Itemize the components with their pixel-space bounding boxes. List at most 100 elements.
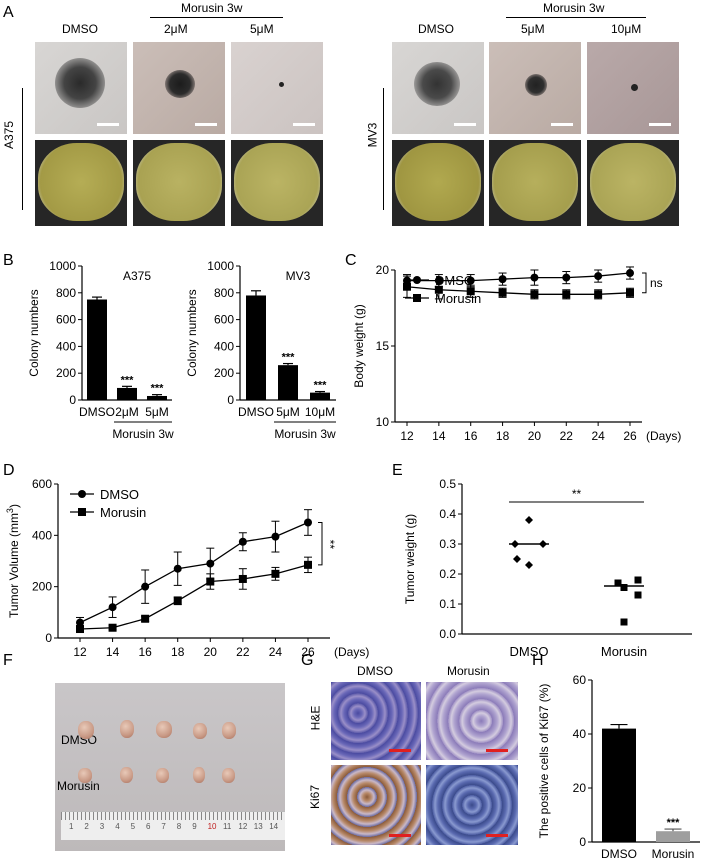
y-axis-label: Tumor Volume (mm3) bbox=[5, 504, 21, 618]
a375-col-dmso-label: DMSO bbox=[62, 22, 98, 36]
significance-label: *** bbox=[667, 817, 681, 829]
point-1 bbox=[141, 614, 150, 623]
y-tick-label: 40 bbox=[573, 727, 587, 741]
ki67-morusin-image bbox=[426, 765, 518, 845]
chart-b-a375: 0 200 400 600 800 1000 DMSO 2μM *** 5μM *** Colony … bbox=[27, 259, 174, 441]
y-tick-label: 15 bbox=[376, 339, 390, 353]
y-tick-label: 400 bbox=[56, 339, 76, 353]
point-dmso bbox=[513, 555, 521, 563]
ruler-number: 11 bbox=[223, 822, 232, 831]
mv3-10um-colony-dish-image bbox=[587, 140, 679, 226]
y-tick-label: 20 bbox=[376, 263, 390, 277]
point-1 bbox=[530, 290, 539, 299]
histo-row-he-label: H&E bbox=[308, 705, 323, 731]
point-0 bbox=[626, 269, 634, 278]
histo-col-dmso-label: DMSO bbox=[357, 664, 393, 678]
point-0 bbox=[304, 518, 312, 527]
point-0 bbox=[271, 532, 280, 541]
x-tick-label: DMSO bbox=[79, 405, 115, 419]
tumor-dmso bbox=[120, 720, 134, 738]
chart-b-mv3: 0 200 400 600 800 1000 DMSO 5μM *** 10μM *** Colony… bbox=[185, 259, 336, 441]
panel-letter-c: C bbox=[345, 252, 357, 269]
mv3-col-10um-label: 10μM bbox=[611, 22, 642, 36]
y-tick-label: 0 bbox=[45, 631, 52, 645]
x-tick-label: 24 bbox=[269, 645, 283, 659]
tumor-dmso bbox=[78, 721, 94, 739]
x-tick-label: 16 bbox=[464, 429, 478, 443]
y-tick-label: 10 bbox=[376, 415, 390, 429]
x-tick-label: 20 bbox=[204, 645, 218, 659]
point-1 bbox=[562, 290, 571, 299]
point-1 bbox=[403, 282, 411, 291]
ruler: 1 2 3 4 5 6 7 8 9 10 11 12 13 14 bbox=[61, 811, 285, 840]
y-tick-label: 0.3 bbox=[439, 537, 456, 551]
tumor-photo: DMSO Morusin 1 2 3 4 5 6 7 8 9 10 11 12 13 14 bbox=[55, 683, 285, 851]
bar-1 bbox=[278, 365, 298, 400]
bar-1 bbox=[656, 831, 690, 842]
legend-label: Morusin bbox=[435, 291, 481, 306]
x-tick-label: Morusin bbox=[601, 644, 647, 659]
significance-label: ** bbox=[323, 540, 337, 550]
point-1 bbox=[206, 577, 215, 586]
a375-5um-colony-dish-image bbox=[231, 140, 323, 226]
mv3-col-dmso-label: DMSO bbox=[418, 22, 454, 36]
significance-bracket bbox=[318, 522, 323, 566]
point-dmso bbox=[511, 540, 519, 548]
y-tick-label: 400 bbox=[214, 339, 234, 353]
legend-marker bbox=[413, 294, 421, 302]
point-1 bbox=[271, 569, 280, 578]
ruler-number: 10 bbox=[207, 822, 217, 831]
series-line-0 bbox=[79, 521, 309, 624]
x-tick-label: 26 bbox=[301, 645, 315, 659]
a375-col-5um-label: 5μM bbox=[250, 22, 274, 36]
y-tick-label: 0 bbox=[227, 393, 234, 407]
tumor-row-morusin-label: Morusin bbox=[57, 779, 100, 793]
panel-letter-d: D bbox=[3, 462, 15, 479]
point-0 bbox=[173, 564, 182, 573]
a375-treatment-label: Morusin 3w bbox=[181, 1, 243, 15]
y-tick-label: 0 bbox=[579, 835, 586, 849]
point-1 bbox=[466, 287, 475, 296]
point-1 bbox=[434, 285, 443, 294]
chart-c-body-weight: 10 15 20 12 14 16 18 20 22 24 26 (Days) DMSO Morusin B… bbox=[352, 263, 681, 443]
y-tick-label: 1000 bbox=[207, 259, 234, 273]
point-1 bbox=[173, 596, 182, 605]
point-dmso bbox=[525, 561, 533, 569]
point-morusin bbox=[614, 579, 622, 587]
y-tick-label: 800 bbox=[56, 286, 76, 300]
legend-label: Morusin bbox=[100, 505, 146, 520]
tumor-row-dmso bbox=[55, 683, 285, 851]
y-tick-label: 600 bbox=[32, 477, 52, 491]
significance-label: *** bbox=[121, 374, 135, 386]
ruler-number: 4 bbox=[115, 822, 120, 831]
point-1 bbox=[238, 574, 247, 583]
y-tick-label: 0.0 bbox=[439, 627, 456, 641]
bar-0 bbox=[246, 295, 266, 400]
a375-dmso-colony-dish-image bbox=[35, 140, 127, 226]
mv3-5um-spheroid-image bbox=[489, 42, 581, 134]
mv3-row-line bbox=[383, 88, 384, 210]
x-unit-label: (Days) bbox=[334, 645, 369, 659]
bar-0 bbox=[87, 299, 107, 400]
panel-letter-g: G bbox=[301, 652, 314, 669]
a375-col-2um-label: 2μM bbox=[164, 22, 188, 36]
chart-title: MV3 bbox=[286, 269, 311, 283]
x-tick-label: 22 bbox=[236, 645, 250, 659]
legend-marker bbox=[78, 508, 86, 516]
x-tick-label: 14 bbox=[432, 429, 446, 443]
y-tick-label: 0.5 bbox=[439, 477, 456, 491]
series-line-0 bbox=[407, 272, 631, 282]
legend-marker bbox=[413, 276, 421, 284]
y-tick-label: 0.2 bbox=[439, 567, 456, 581]
y-tick-label: 0.1 bbox=[439, 597, 456, 611]
point-0 bbox=[141, 582, 150, 591]
bar-2 bbox=[310, 392, 330, 400]
y-tick-label: 600 bbox=[214, 313, 234, 327]
y-axis-label: The positive cells of Ki67 (%) bbox=[537, 684, 551, 839]
y-axis-label: Colony numbers bbox=[185, 289, 199, 376]
mv3-col-5um-label: 5μM bbox=[521, 22, 545, 36]
point-0 bbox=[594, 272, 603, 281]
legend-label: DMSO bbox=[100, 487, 139, 502]
ruler-number: 14 bbox=[269, 822, 279, 831]
point-0 bbox=[206, 559, 215, 568]
